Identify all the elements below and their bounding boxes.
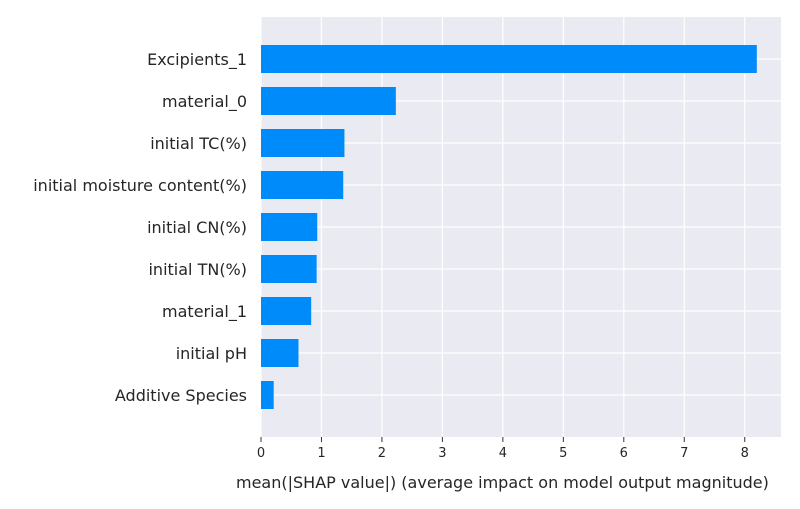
category-label-1: material_0	[162, 92, 247, 112]
bar-0	[261, 45, 757, 73]
bar-2	[261, 129, 345, 157]
bar-1	[261, 87, 396, 115]
x-tick-label-5: 5	[559, 446, 567, 461]
category-label-7: initial pH	[176, 344, 247, 363]
x-tick-label-3: 3	[438, 446, 446, 461]
x-axis-ticks: 0 1 2 3 4 5 6 7 8	[257, 437, 749, 461]
bar-7	[261, 339, 299, 367]
category-label-6: material_1	[162, 302, 247, 322]
category-label-8: Additive Species	[115, 386, 247, 405]
category-label-3: initial moisture content(%)	[33, 176, 247, 195]
x-tick-label-8: 8	[741, 446, 749, 461]
bar-8	[261, 381, 274, 409]
x-tick-label-6: 6	[620, 446, 628, 461]
x-tick-label-1: 1	[317, 446, 325, 461]
x-tick-label-4: 4	[499, 446, 507, 461]
x-tick-label-0: 0	[257, 446, 265, 461]
category-label-4: initial CN(%)	[147, 218, 247, 237]
x-axis-label: mean(|SHAP value|) (average impact on mo…	[236, 473, 769, 492]
bar-4	[261, 213, 318, 241]
bar-5	[261, 255, 317, 283]
category-label-2: initial TC(%)	[150, 134, 247, 153]
x-tick-label-2: 2	[378, 446, 386, 461]
category-label-0: Excipients_1	[147, 50, 247, 70]
category-label-5: initial TN(%)	[148, 260, 247, 279]
x-tick-label-7: 7	[680, 446, 688, 461]
bar-3	[261, 171, 344, 199]
bar-6	[261, 297, 312, 325]
bars	[261, 45, 757, 409]
